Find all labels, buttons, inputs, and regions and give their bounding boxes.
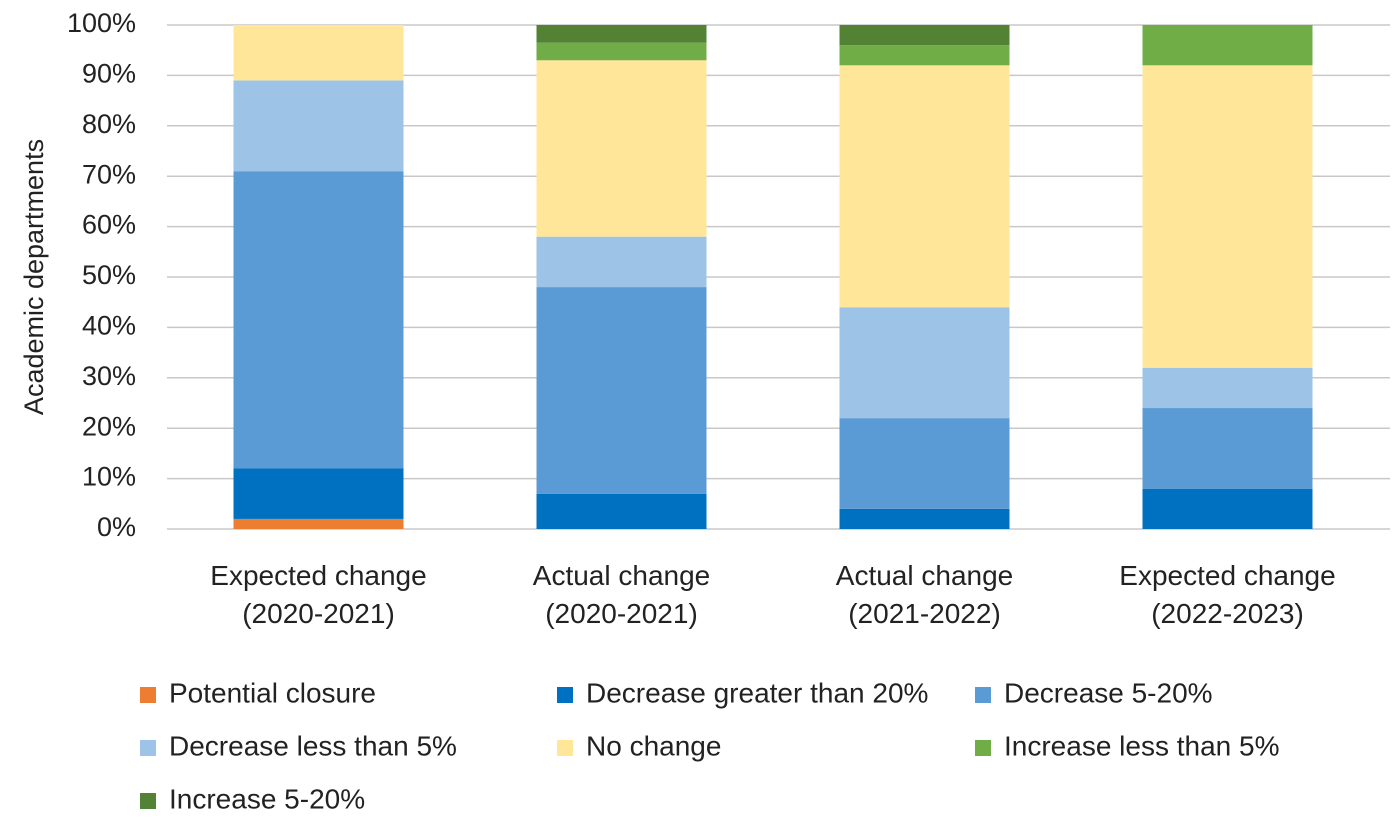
bar-segment <box>839 65 1010 308</box>
legend-swatch <box>557 740 573 756</box>
bar-segment <box>536 236 707 288</box>
legend-label: Decrease greater than 20% <box>586 677 928 708</box>
bar-segment <box>536 42 707 61</box>
legend-swatch <box>557 687 573 703</box>
bar-segment <box>1142 25 1313 66</box>
y-tick-label: 10% <box>82 462 136 492</box>
bar-segment <box>839 45 1010 66</box>
legend-label: Decrease 5-20% <box>1004 677 1213 708</box>
bar-segment <box>839 25 1010 46</box>
bar-segment <box>1142 488 1313 529</box>
bar-segment <box>233 518 404 529</box>
legend-swatch <box>975 687 991 703</box>
bar-segment <box>839 418 1010 509</box>
y-tick-label: 40% <box>82 311 136 341</box>
legend-label: Increase 5-20% <box>169 783 365 814</box>
bar-segment <box>536 493 707 529</box>
bar-segment <box>839 307 1010 419</box>
bar-segment <box>536 25 707 43</box>
y-axis-label: Academic departments <box>19 139 49 415</box>
bar-segment <box>1142 408 1313 489</box>
bar-segment <box>536 60 707 237</box>
y-tick-label: 0% <box>97 512 136 542</box>
y-tick-label: 60% <box>82 210 136 240</box>
bar-segment <box>233 25 404 81</box>
legend-swatch <box>975 740 991 756</box>
legend-swatch <box>140 793 156 809</box>
x-tick-label: Expected change (2020-2021) <box>210 560 427 629</box>
x-tick-label: Actual change (2021-2022) <box>835 560 1014 629</box>
legend-label: Decrease less than 5% <box>169 730 457 761</box>
bar-segment <box>233 80 404 172</box>
x-tick-label: Actual change (2020-2021) <box>532 560 711 629</box>
y-tick-label: 20% <box>82 411 136 441</box>
bar-segment <box>233 171 404 469</box>
legend-label: Potential closure <box>169 677 376 708</box>
legend-label: No change <box>586 730 721 761</box>
y-tick-label: 50% <box>82 260 136 290</box>
legend-label: Increase less than 5% <box>1004 730 1280 761</box>
bar-segment <box>1142 65 1313 368</box>
legend-swatch <box>140 687 156 703</box>
y-tick-label: 90% <box>82 59 136 89</box>
bar-segment <box>536 287 707 494</box>
y-tick-label: 30% <box>82 361 136 391</box>
y-tick-label: 100% <box>67 8 136 38</box>
y-tick-label: 80% <box>82 109 136 139</box>
x-tick-label: Expected change (2022-2023) <box>1119 560 1336 629</box>
legend-swatch <box>140 740 156 756</box>
y-tick-label: 70% <box>82 159 136 189</box>
bar-segment <box>1142 367 1313 409</box>
bar-segment <box>233 468 404 519</box>
bar-segment <box>839 508 1010 529</box>
